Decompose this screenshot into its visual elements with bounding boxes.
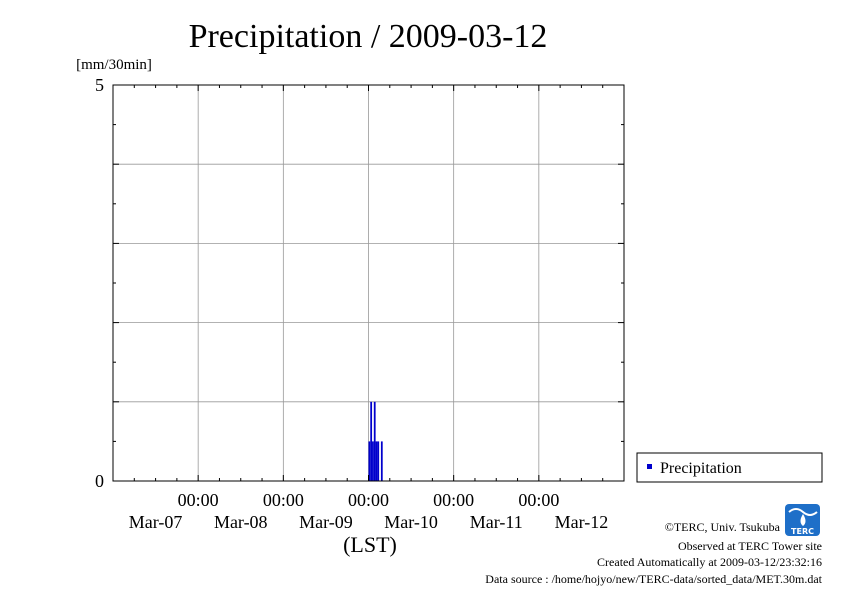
credit-copyright: ©TERC, Univ. Tsukuba [665, 520, 781, 534]
legend-swatch [647, 464, 652, 469]
x-tick-time-label: 00:00 [433, 490, 474, 510]
legend-label-precipitation: Precipitation [660, 460, 742, 477]
x-day-label: Mar-11 [470, 512, 523, 532]
logo-drop-icon [800, 514, 806, 526]
legend-box [636, 452, 823, 483]
x-tick-time-label: 00:00 [348, 490, 389, 510]
credit-site: Observed at TERC Tower site [678, 539, 822, 553]
y-tick-label: 5 [95, 75, 104, 95]
axis-ticks [113, 85, 624, 481]
credit-created: Created Automatically at 2009-03-12/23:3… [597, 555, 822, 569]
y-axis-unit-label: [mm/30min] [76, 57, 152, 73]
x-day-label: Mar-10 [384, 512, 438, 532]
x-tick-time-label: 00:00 [178, 490, 219, 510]
chart-title: Precipitation / 2009-03-12 [189, 18, 548, 55]
legend: Precipitation [636, 452, 823, 483]
x-day-label: Mar-07 [129, 512, 183, 532]
logo-wave-icon [788, 508, 818, 516]
precipitation-bar [368, 441, 371, 481]
x-tick-time-label: 00:00 [263, 490, 304, 510]
precipitation-bar [377, 441, 380, 481]
x-tick-time-label: 00:00 [518, 490, 559, 510]
grid [113, 85, 624, 481]
x-day-label: Mar-09 [299, 512, 353, 532]
credit-source: Data source : /home/hojyo/new/TERC-data/… [485, 572, 822, 586]
precipitation-bar [375, 441, 378, 481]
precipitation-bar [373, 401, 376, 481]
y-tick-labels: 05 [95, 75, 104, 491]
terc-logo: TERC [785, 504, 820, 536]
y-tick-label: 0 [95, 471, 104, 491]
x-day-label: Mar-08 [214, 512, 268, 532]
logo-text: TERC [791, 527, 814, 536]
precipitation-bar [380, 441, 383, 481]
precipitation-bar [372, 441, 374, 481]
precipitation-bar [370, 401, 373, 481]
bars [368, 401, 383, 481]
x-axis-label: (LST) [343, 532, 397, 557]
x-day-label: Mar-12 [555, 512, 609, 532]
